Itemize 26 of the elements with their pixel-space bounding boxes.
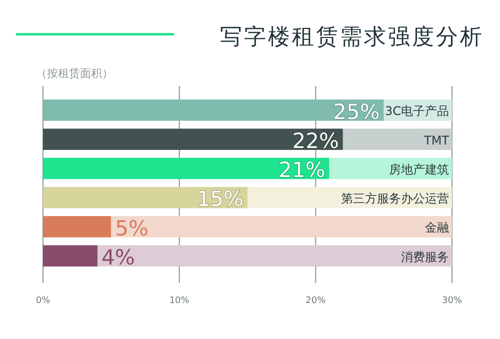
bar — [43, 216, 112, 238]
bar — [342, 128, 452, 150]
bar — [98, 245, 452, 266]
data-label: 25% — [333, 100, 380, 124]
y-tick-label: 第三方服务办公运营 — [341, 192, 449, 206]
x-tick-label: 20% — [306, 296, 326, 306]
y-tick-label: 消费服务 — [401, 250, 449, 264]
bar — [43, 158, 330, 180]
y-tick-label: 3C电子产品 — [384, 104, 449, 118]
x-tick-label: 10% — [169, 296, 190, 306]
x-tick-label: 0% — [36, 296, 51, 306]
chart-title: 写字楼租赁需求强度分析 — [220, 25, 484, 50]
data-label: 4% — [102, 246, 135, 270]
x-tick-label: 30% — [442, 296, 462, 306]
chart-subtitle: （按租赁面积） — [36, 67, 113, 80]
data-label: 5% — [115, 216, 148, 240]
y-tick-label: 金融 — [425, 220, 449, 235]
bar — [43, 100, 384, 121]
bar — [111, 216, 452, 238]
y-tick-label: 房地产建筑 — [389, 162, 449, 176]
data-label: 21% — [278, 158, 326, 182]
data-label: 15% — [196, 187, 244, 212]
bar — [43, 128, 343, 150]
data-label: 22% — [292, 128, 339, 153]
y-tick-label: TMT — [422, 133, 450, 148]
bar — [43, 245, 98, 266]
